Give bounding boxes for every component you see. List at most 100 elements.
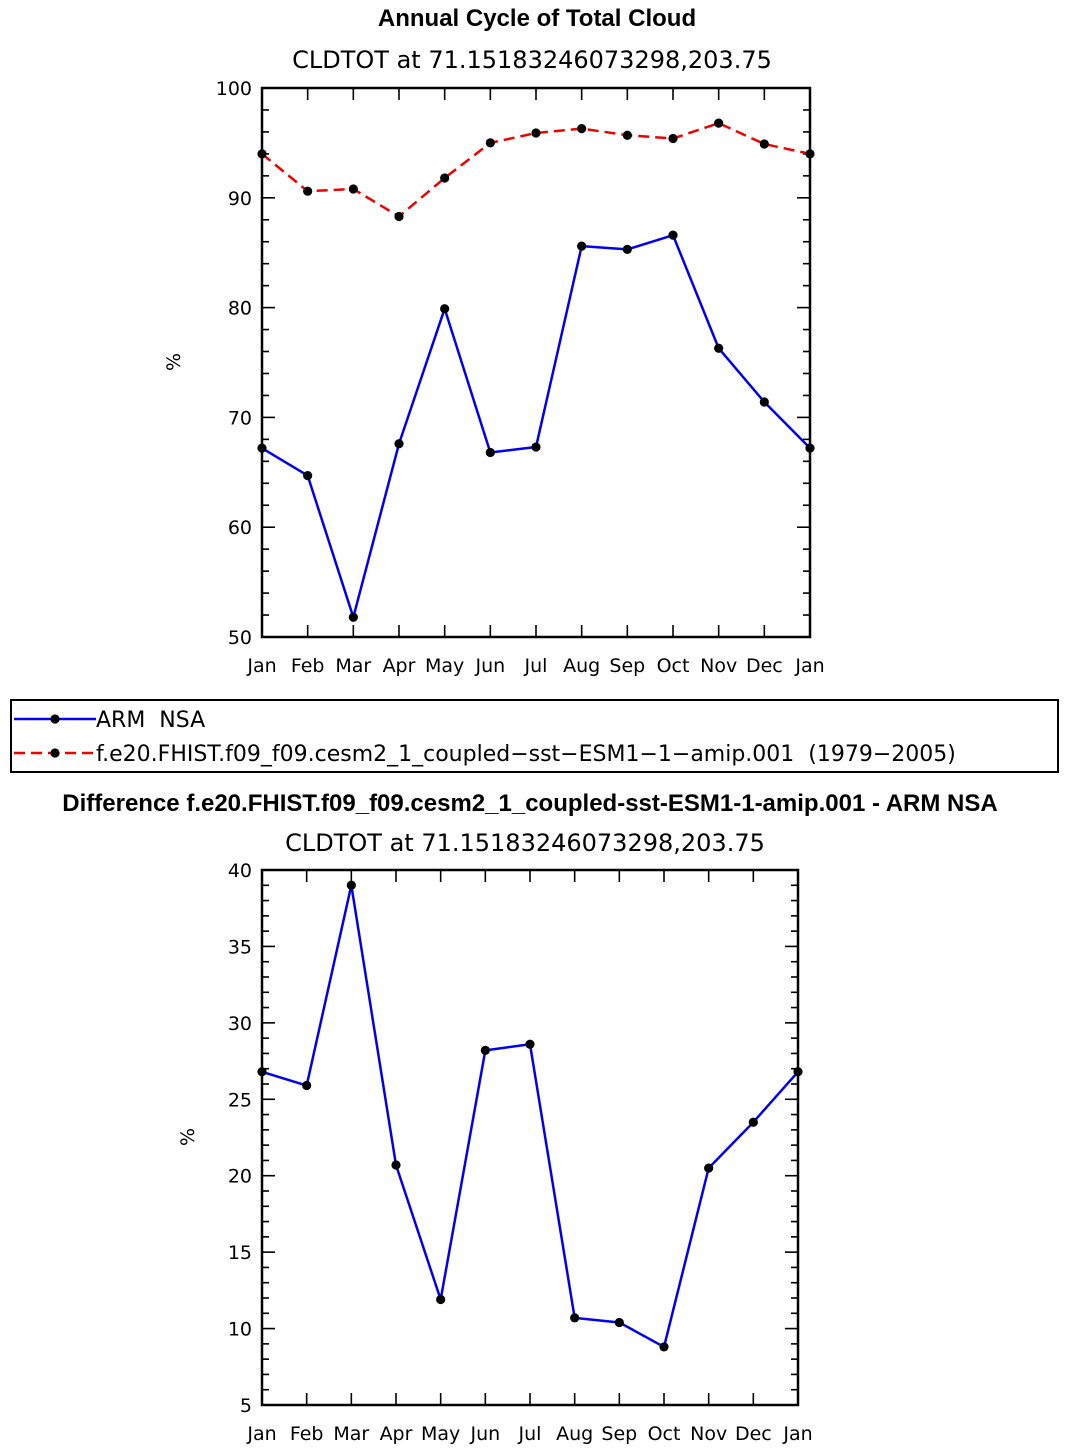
chart1-ytick-label: 50 [228, 627, 252, 649]
chart2-xtick-label: Oct [648, 1423, 681, 1445]
chart1-xtick-label: Nov [700, 655, 737, 677]
chart1-xtick-label: Dec [746, 655, 783, 677]
chart2-xtick-label: Dec [735, 1423, 772, 1445]
chart2-xtick-label: Mar [333, 1423, 369, 1445]
chart2-series-0-line [261, 884, 799, 1349]
chart1-series-1-point [394, 211, 404, 222]
legend-entries [14, 714, 96, 758]
chart2-series-0-point [659, 1342, 669, 1352]
chart2-title: Difference f.e20.FHIST.f09_f09.cesm2_1_c… [62, 790, 997, 817]
chart1-series-0-point [668, 230, 678, 240]
chart1-series-0-point [303, 470, 313, 481]
chart2-ytick-label: 15 [228, 1242, 252, 1264]
chart1-ytick-label: 80 [228, 298, 252, 320]
chart1-series-1-point [440, 173, 450, 183]
chart2-plot: 5 10 15 20 25 30 35 40 Jan Feb Mar Apr May Jun Jul Aug S… [228, 860, 813, 1445]
chart1-ylabel: % [163, 353, 185, 371]
chart1-ytick-label: 100 [216, 78, 252, 100]
chart2-xtick-label: Sep [601, 1423, 637, 1445]
chart1-xtick-label: Aug [563, 655, 600, 677]
chart1-series-1-point [257, 149, 267, 159]
chart1-series-0-point [805, 443, 815, 453]
chart2-series-0-point [704, 1163, 714, 1173]
chart1-series-0-point [394, 439, 404, 449]
chart2-xtick-label: Jan [246, 1423, 276, 1445]
chart1-xtick-label: Apr [383, 655, 416, 677]
chart1-xtick-label: Sep [609, 655, 645, 677]
chart1-ytick-label: 70 [228, 407, 252, 429]
chart2-xtick-label: Jul [518, 1423, 542, 1445]
chart2-ytick-label: 35 [228, 936, 252, 958]
chart2-frame [260, 868, 800, 1407]
chart2-ytick-label: 40 [228, 860, 252, 882]
legend: ARM NSA f.e20.FHIST.f09_f09.cesm2_1_coup… [10, 699, 1059, 773]
chart2-series-0-point [257, 1067, 267, 1077]
chart2-series-0-point [748, 1117, 758, 1127]
chart1-xtick-label: Jan [246, 655, 276, 677]
chart1-plot: 50 60 70 80 90 100 Jan Feb Mar Apr May Jun Jul Aug Sep… [216, 78, 825, 677]
chart1-series-1-point [714, 118, 724, 128]
chart2-ytick-label: 30 [228, 1013, 252, 1035]
chart1-series-0-point [759, 397, 769, 407]
chart2-xtick-label: Apr [380, 1423, 413, 1445]
chart2-series-0-point [302, 1080, 312, 1091]
chart2-series-0-point [436, 1294, 446, 1305]
chart1-title: Annual Cycle of Total Cloud [378, 5, 696, 32]
chart1-xtick-label: Jan [794, 655, 824, 677]
chart1-xtick-label: Feb [291, 655, 325, 677]
chart1-series-1-point [759, 139, 769, 149]
chart2-ytick-label: 5 [240, 1395, 252, 1417]
chart1-frame [260, 86, 812, 639]
chart1-xtick-label: Jul [524, 655, 548, 677]
chart1-series-0-point [348, 612, 358, 622]
chart1-series-1-point [668, 133, 678, 144]
chart1-series-1-point [348, 184, 358, 194]
chart1-series-0-point [531, 442, 541, 452]
chart2-series-0-point [793, 1067, 803, 1077]
chart1-subtitle: CLDTOT at 71.15183246073298,203.75 [292, 46, 772, 74]
chart2-series-0-point [570, 1313, 580, 1323]
chart1-series-1-point [805, 149, 815, 159]
legend-entry-label-arm: ARM NSA [96, 708, 205, 733]
chart1-xtick-label: May [425, 655, 464, 677]
legend-box [10, 699, 1059, 773]
chart2-xtick-label: Aug [556, 1423, 593, 1445]
chart2-series-0-point [525, 1039, 535, 1049]
chart1-series-0-point [257, 443, 267, 453]
chart2-ytick-label: 10 [228, 1319, 252, 1341]
chart1-series-0-line [261, 233, 811, 619]
chart1-xtick-label: Jun [474, 655, 505, 677]
chart1-series-1-point [622, 130, 632, 140]
chart1-xtick-label: Mar [335, 655, 371, 677]
chart1-series-1-point [531, 128, 541, 138]
chart2-ytick-label: 25 [228, 1089, 252, 1111]
chart1-series-0-point [577, 241, 587, 251]
chart1-series-0-point [485, 447, 495, 458]
chart2-series-0-point [480, 1045, 490, 1055]
chart2-xtick-label: Jan [782, 1423, 812, 1445]
chart2-subtitle: CLDTOT at 71.15183246073298,203.75 [285, 829, 765, 857]
chart1-ytick-label: 90 [228, 188, 252, 210]
chart2-xtick-label: May [421, 1423, 460, 1445]
chart1-xtick-label: Oct [657, 655, 690, 677]
chart2-series-0-point [346, 880, 356, 890]
chart2-xtick-label: Feb [290, 1423, 324, 1445]
chart1-ytick-label: 60 [228, 517, 252, 539]
legend-entry-marker-0 [50, 714, 60, 724]
legend-entry-marker-1 [50, 748, 60, 758]
chart1-series-1-point [485, 138, 495, 148]
chart2-ylabel: % [177, 1128, 199, 1146]
chart1-series-1-point [303, 186, 313, 196]
chart1-series-1-point [577, 124, 587, 134]
legend-entry-label-model: f.e20.FHIST.f09_f09.cesm2_1_coupled−sst−… [96, 742, 956, 767]
chart1-series-0-point [714, 343, 724, 353]
chart2-ytick-label: 20 [228, 1166, 252, 1188]
chart2-xtick-label: Nov [690, 1423, 727, 1445]
chart2-series-0-point [391, 1160, 401, 1170]
chart2-series-0-point [614, 1317, 624, 1328]
chart1-series-0-point [440, 304, 450, 314]
chart2-xtick-label: Jun [469, 1423, 500, 1445]
chart1-series-0-point [622, 244, 632, 255]
